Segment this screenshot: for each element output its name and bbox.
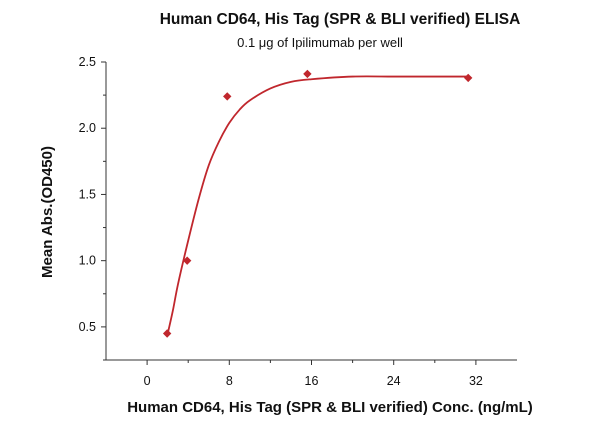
- data-point: [303, 69, 312, 79]
- data-point: [182, 256, 192, 265]
- ticks: 0 8 16 24 32 0.5 1.0 1.5 2.0 2.5: [79, 55, 483, 388]
- chart-subtitle: 0.1 μg of Ipilimumab per well: [237, 35, 403, 50]
- data-point: [162, 329, 172, 338]
- x-tick-label: 24: [387, 374, 401, 388]
- y-tick-label: 2.0: [79, 121, 96, 135]
- x-axis-label: Human CD64, His Tag (SPR & BLI verified)…: [127, 399, 533, 416]
- x-tick-label: 8: [226, 374, 233, 388]
- fit-curve: [166, 75, 469, 337]
- axes: [105, 62, 517, 361]
- y-axis-label: Mean Abs.(OD450): [39, 146, 56, 278]
- y-tick-label: 2.5: [79, 55, 96, 69]
- fit-curve-layer: [166, 75, 469, 337]
- y-tick-label: 0.5: [79, 320, 96, 334]
- data-point: [463, 73, 473, 83]
- x-tick-label: 32: [469, 374, 483, 388]
- chart-title: Human CD64, His Tag (SPR & BLI verified)…: [160, 11, 521, 28]
- x-tick-label: 16: [305, 374, 319, 388]
- y-tick-label: 1.0: [79, 254, 96, 268]
- data-point: [223, 92, 232, 101]
- data-points-layer: [162, 69, 473, 338]
- y-tick-label: 1.5: [79, 187, 96, 201]
- x-tick-label: 0: [144, 374, 151, 388]
